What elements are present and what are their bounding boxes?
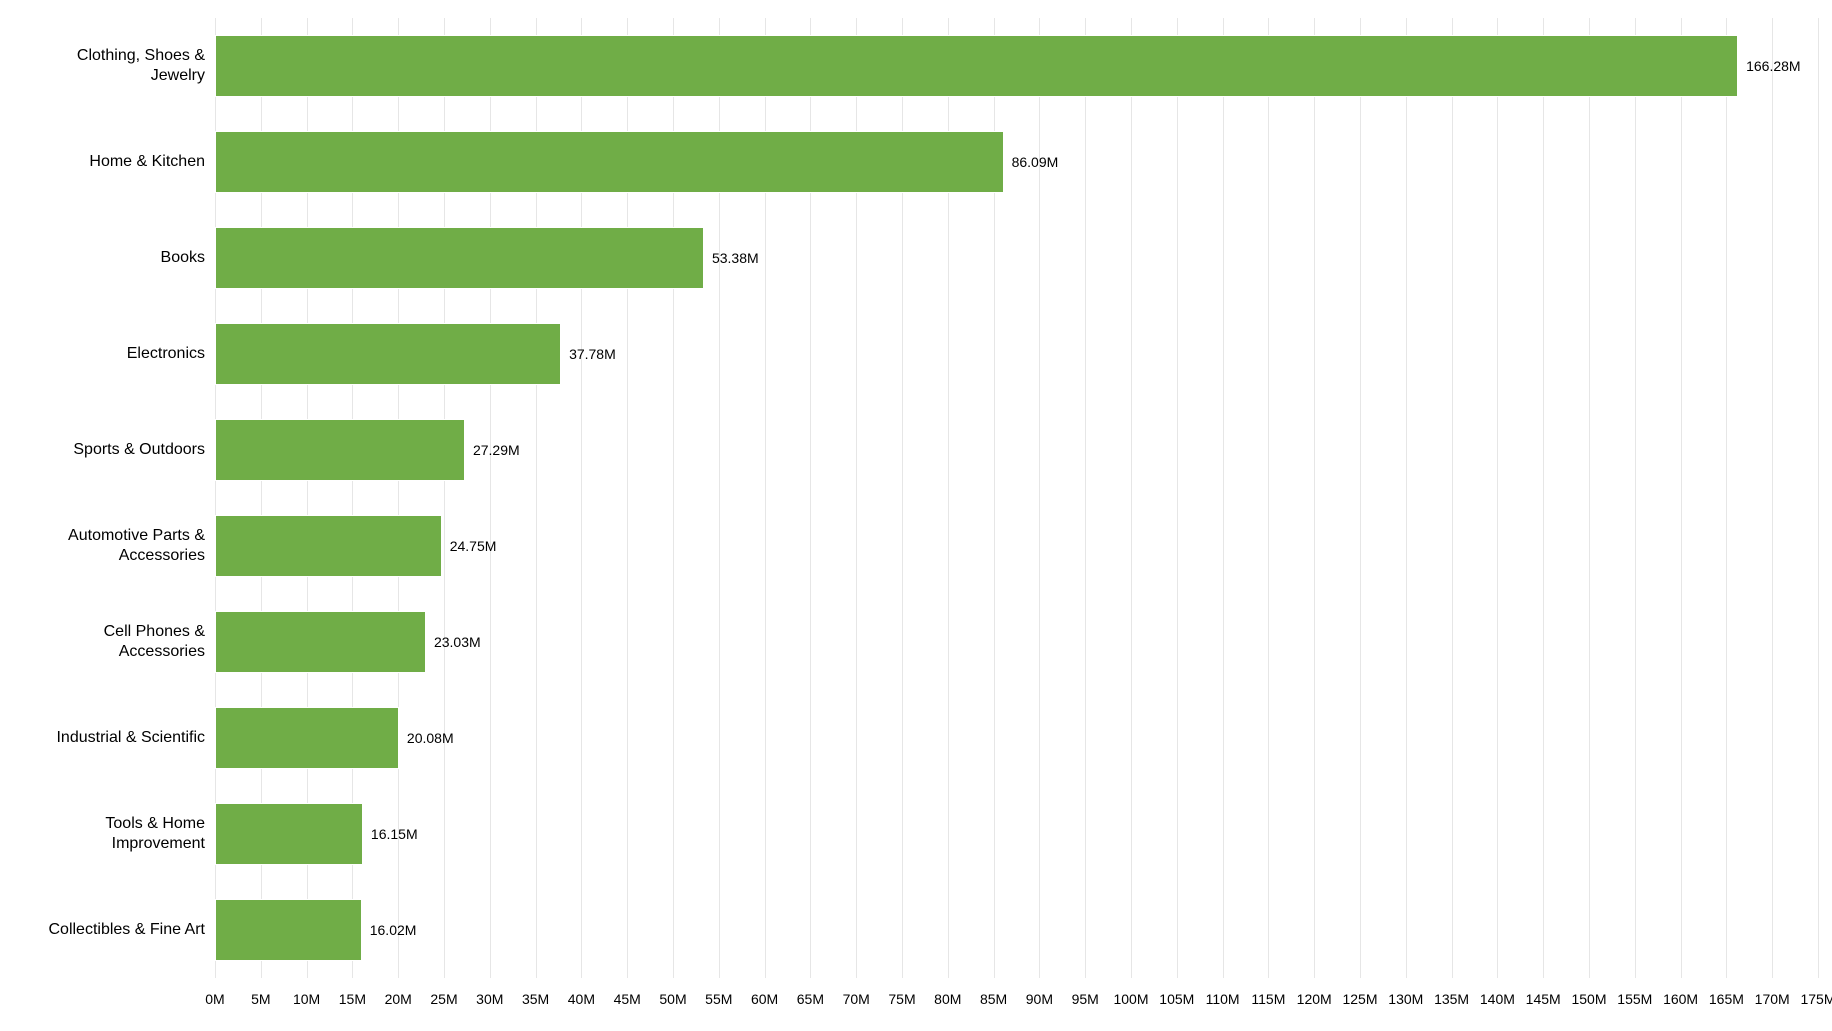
x-tick-label: 65M — [797, 992, 824, 1006]
x-tick-label: 135M — [1434, 992, 1469, 1006]
x-tick-label: 115M — [1251, 992, 1285, 1006]
x-tick-label: 30M — [476, 992, 503, 1006]
x-tick-label: 90M — [1026, 992, 1053, 1006]
y-category-label: Automotive Parts & Accessories — [10, 526, 205, 566]
bar-value-label: 166.28M — [1746, 59, 1800, 73]
bar — [215, 419, 465, 481]
x-tick-label: 100M — [1113, 992, 1148, 1006]
x-tick-label: 45M — [614, 992, 641, 1006]
x-tick-label: 145M — [1526, 992, 1561, 1006]
x-tick-label: 95M — [1072, 992, 1099, 1006]
y-category-label: Clothing, Shoes & Jewelry — [10, 46, 205, 86]
bar-value-label: 16.15M — [371, 827, 418, 841]
y-category-label: Home & Kitchen — [10, 152, 205, 172]
x-tick-label: 85M — [980, 992, 1007, 1006]
y-category-label: Collectibles & Fine Art — [10, 920, 205, 940]
x-tick-label: 50M — [659, 992, 686, 1006]
bar-group: 24.75M — [215, 498, 1818, 594]
chart-root: 0M 5M 10M 15M 20M 25M 30M 35M 40M 45M 50M 55M 60M 65M… — [0, 0, 1832, 1031]
x-tick-label: 150M — [1571, 992, 1606, 1006]
x-tick-label: 40M — [568, 992, 595, 1006]
bar — [215, 35, 1738, 97]
bar-group: 37.78M — [215, 306, 1818, 402]
x-tick-label: 160M — [1663, 992, 1698, 1006]
x-tick-label: 140M — [1480, 992, 1515, 1006]
y-category-label: Books — [10, 248, 205, 268]
y-category-label: Cell Phones & Accessories — [10, 622, 205, 662]
bar — [215, 803, 363, 865]
x-tick-label: 175M — [1800, 992, 1832, 1006]
bar — [215, 131, 1004, 193]
bar-value-label: 24.75M — [450, 539, 497, 553]
bar — [215, 323, 561, 385]
bar-value-label: 16.02M — [370, 923, 417, 937]
bar-group: 27.29M — [215, 402, 1818, 498]
bar-value-label: 37.78M — [569, 347, 616, 361]
x-tick-label: 25M — [430, 992, 457, 1006]
x-tick-label: 130M — [1388, 992, 1423, 1006]
y-category-label: Sports & Outdoors — [10, 440, 205, 460]
bar-value-label: 20.08M — [407, 731, 454, 745]
bar — [215, 899, 362, 961]
bar — [215, 515, 442, 577]
bar-group: 166.28M — [215, 18, 1818, 114]
x-tick-label: 55M — [705, 992, 732, 1006]
x-tick-label: 155M — [1617, 992, 1652, 1006]
bar — [215, 611, 426, 673]
y-category-label: Tools & Home Improvement — [10, 814, 205, 854]
bar-group: 20.08M — [215, 690, 1818, 786]
bar — [215, 227, 704, 289]
bar-value-label: 53.38M — [712, 251, 759, 265]
bar-group: 16.02M — [215, 882, 1818, 978]
y-category-label: Industrial & Scientific — [10, 728, 205, 748]
x-tick-label: 15M — [339, 992, 366, 1006]
bar-group: 23.03M — [215, 594, 1818, 690]
x-tick-label: 125M — [1342, 992, 1377, 1006]
bar — [215, 707, 399, 769]
bar-value-label: 27.29M — [473, 443, 520, 457]
x-tick-label: 80M — [934, 992, 961, 1006]
bar-value-label: 86.09M — [1012, 155, 1059, 169]
y-category-label: Electronics — [10, 344, 205, 364]
x-tick-label: 5M — [251, 992, 270, 1006]
x-tick-label: 20M — [385, 992, 412, 1006]
x-tick-label: 170M — [1755, 992, 1790, 1006]
bar-group: 86.09M — [215, 114, 1818, 210]
x-tick-label: 0M — [205, 992, 224, 1006]
x-tick-label: 70M — [843, 992, 870, 1006]
x-tick-label: 35M — [522, 992, 549, 1006]
x-gridline — [1818, 18, 1819, 978]
x-tick-label: 165M — [1709, 992, 1744, 1006]
x-tick-label: 60M — [751, 992, 778, 1006]
x-tick-label: 105M — [1159, 992, 1194, 1006]
bar-group: 16.15M — [215, 786, 1818, 882]
bar-value-label: 23.03M — [434, 635, 481, 649]
bar-group: 53.38M — [215, 210, 1818, 306]
x-tick-label: 10M — [293, 992, 320, 1006]
x-tick-label: 110M — [1206, 992, 1240, 1006]
x-tick-label: 120M — [1297, 992, 1332, 1006]
x-tick-label: 75M — [888, 992, 915, 1006]
plot-area: 0M5M10M15M20M25M30M35M40M45M50M55M60M65M… — [215, 18, 1818, 978]
